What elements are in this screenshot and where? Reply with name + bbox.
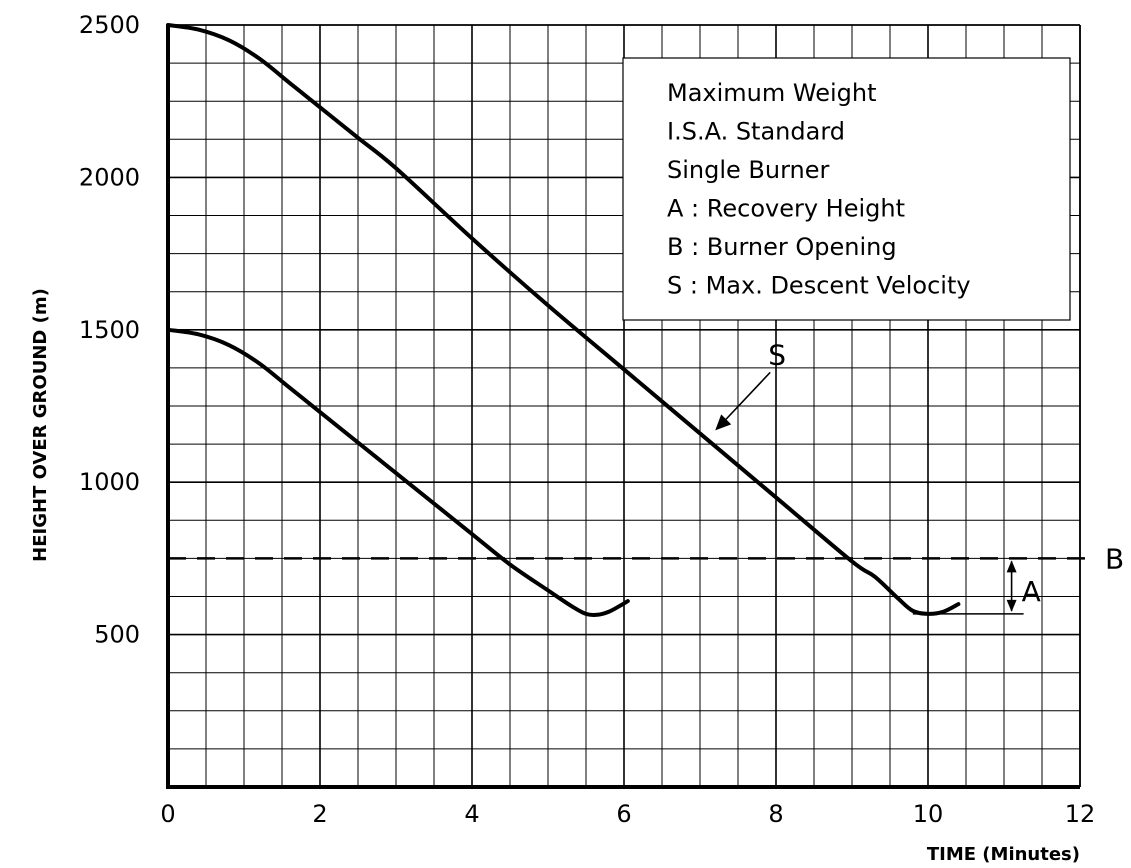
x-axis-label: TIME (Minutes) — [927, 844, 1080, 865]
legend: Maximum Weight I.S.A. Standard Single Burn… — [622, 57, 1071, 321]
legend-line: Single Burner — [667, 156, 830, 184]
s-label: S — [768, 338, 786, 371]
a-arrow-up — [1006, 560, 1017, 573]
annotations: SA — [715, 338, 1041, 615]
x-tick-label: 8 — [768, 800, 783, 828]
x-tick-label: 4 — [464, 800, 479, 828]
y-tick-label: 1500 — [79, 316, 140, 344]
legend-line: S : Max. Descent Velocity — [667, 272, 971, 300]
series-group — [166, 23, 961, 618]
y-tick-label: 2500 — [79, 11, 140, 39]
x-tick-label: 12 — [1065, 800, 1096, 828]
series-line-2 — [166, 23, 961, 616]
y-tick-label: 500 — [94, 621, 140, 649]
y-tick-label: 2000 — [79, 163, 140, 191]
x-tick-label: 0 — [160, 800, 175, 828]
x-tick-label: 2 — [312, 800, 327, 828]
x-tick-label: 6 — [616, 800, 631, 828]
chart-frame — [166, 24, 1081, 789]
reference-line-label: B — [1105, 542, 1124, 575]
y-tick-labels: 500 1000 1500 2000 2500 — [79, 11, 140, 649]
y-tick-label: 1000 — [79, 468, 140, 496]
x-tick-label: 10 — [913, 800, 944, 828]
burner-opening-line: B — [168, 542, 1124, 575]
y-axis-label: HEIGHT OVER GROUND (m) — [30, 288, 51, 562]
legend-line: Maximum Weight — [667, 79, 877, 107]
s-arrow-head — [715, 414, 732, 431]
legend-line: I.S.A. Standard — [667, 118, 845, 146]
x-tick-labels: 0 2 4 6 8 10 12 — [160, 800, 1095, 828]
legend-line: B : Burner Opening — [667, 233, 897, 261]
legend-line: A : Recovery Height — [667, 195, 905, 223]
a-arrow-down — [1006, 599, 1017, 612]
a-label: A — [1022, 575, 1041, 608]
series-line-1 — [166, 327, 630, 618]
legend-box — [622, 57, 1071, 321]
s-arrow-line — [720, 371, 771, 425]
